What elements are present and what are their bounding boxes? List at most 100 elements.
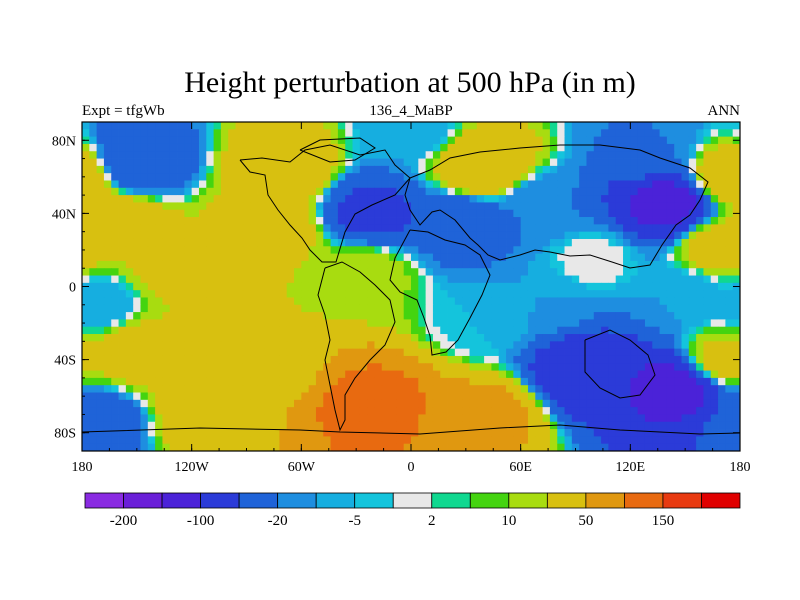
heatmap-cell: [623, 414, 631, 423]
heatmap-cell: [250, 224, 258, 233]
heatmap-cell: [264, 407, 273, 415]
heatmap-cell: [272, 392, 280, 401]
heatmap-cell: [527, 443, 536, 451]
heatmap-cell: [688, 151, 697, 159]
heatmap-cell: [250, 158, 258, 167]
heatmap-cell: [425, 180, 434, 189]
heatmap-cell: [403, 224, 412, 233]
heatmap-cell: [454, 370, 463, 379]
heatmap-cell: [703, 151, 712, 159]
heatmap-cell: [681, 297, 690, 306]
heatmap-cell: [206, 202, 214, 211]
heatmap-cell: [535, 122, 543, 130]
heatmap-cell: [469, 436, 478, 445]
heatmap-cell: [506, 319, 514, 328]
heatmap-cell: [184, 246, 193, 254]
heatmap-cell: [220, 312, 229, 320]
heatmap-cell: [315, 268, 324, 276]
heatmap-cell: [418, 363, 427, 371]
heatmap-cell: [491, 348, 500, 357]
heatmap-cell: [491, 341, 500, 350]
heatmap-cell: [242, 151, 251, 159]
heatmap-cell: [250, 429, 258, 437]
heatmap-cell: [454, 246, 463, 254]
heatmap-cell: [703, 290, 712, 298]
heatmap-cell: [710, 363, 719, 371]
heatmap-cell: [630, 231, 639, 240]
heatmap-cell: [206, 363, 214, 371]
heatmap-cell: [454, 136, 463, 145]
heatmap-cell: [710, 385, 719, 393]
heatmap-cell: [272, 158, 280, 167]
heatmap-cell: [630, 421, 639, 430]
heatmap-cell: [220, 253, 229, 262]
heatmap-cell: [235, 187, 244, 196]
heatmap-cell: [177, 297, 185, 306]
heatmap-cell: [513, 129, 522, 138]
heatmap-cell: [454, 399, 463, 408]
heatmap-cell: [323, 421, 331, 430]
heatmap-cell: [184, 385, 193, 393]
heatmap-cell: [440, 326, 448, 335]
heatmap-cell: [542, 238, 551, 247]
heatmap-cell: [374, 202, 383, 211]
heatmap-cell: [220, 129, 229, 138]
heatmap-cell: [520, 377, 529, 386]
heatmap-cell: [549, 304, 558, 313]
heatmap-cell: [111, 334, 119, 342]
heatmap-cell: [732, 217, 740, 225]
heatmap-cell: [103, 143, 112, 152]
heatmap-cell: [476, 407, 485, 415]
heatmap-cell: [96, 363, 105, 371]
heatmap-cell: [367, 209, 375, 218]
heatmap-cell: [89, 165, 98, 174]
heatmap-cell: [725, 268, 734, 276]
heatmap-cell: [586, 217, 595, 225]
heatmap-cell: [155, 407, 163, 415]
heatmap-cell: [389, 297, 397, 306]
heatmap-cell: [703, 341, 712, 350]
colorbar-swatch: [701, 492, 741, 509]
heatmap-cell: [330, 421, 339, 430]
heatmap-cell: [652, 246, 660, 254]
heatmap-cell: [272, 260, 280, 269]
heatmap-cell: [169, 165, 178, 174]
heatmap-cell: [118, 341, 127, 350]
heatmap-cell: [447, 173, 456, 181]
heatmap-cell: [250, 370, 258, 379]
heatmap-cell: [89, 355, 98, 364]
heatmap-cell: [301, 217, 310, 225]
heatmap-cell: [659, 231, 668, 240]
heatmap-cell: [666, 326, 675, 335]
heatmap-cell: [389, 334, 397, 342]
heatmap-cell: [644, 436, 653, 445]
heatmap-cell: [184, 260, 193, 269]
heatmap-cell: [169, 429, 178, 437]
heatmap-cell: [235, 319, 244, 328]
heatmap-cell: [118, 122, 127, 130]
heatmap-cell: [447, 348, 456, 357]
heatmap-cell: [359, 377, 368, 386]
heatmap-cell: [279, 238, 288, 247]
heatmap-cell: [235, 429, 244, 437]
heatmap-cell: [418, 290, 427, 298]
heatmap-cell: [381, 136, 390, 145]
heatmap-cell: [213, 231, 222, 240]
heatmap-cell: [323, 268, 331, 276]
heatmap-cell: [593, 260, 602, 269]
heatmap-cell: [272, 407, 280, 415]
heatmap-cell: [710, 290, 719, 298]
heatmap-cell: [294, 173, 302, 181]
heatmap-cell: [674, 260, 682, 269]
heatmap-cell: [725, 377, 734, 386]
heatmap-cell: [710, 165, 719, 174]
heatmap-cell: [279, 195, 288, 203]
heatmap-cell: [403, 217, 412, 225]
heatmap-cell: [96, 312, 105, 320]
heatmap-cell: [732, 414, 740, 423]
heatmap-cell: [549, 275, 558, 284]
heatmap-cell: [579, 260, 587, 269]
heatmap-cell: [177, 355, 185, 364]
heatmap-cell: [454, 122, 463, 130]
heatmap-cell: [425, 319, 434, 328]
